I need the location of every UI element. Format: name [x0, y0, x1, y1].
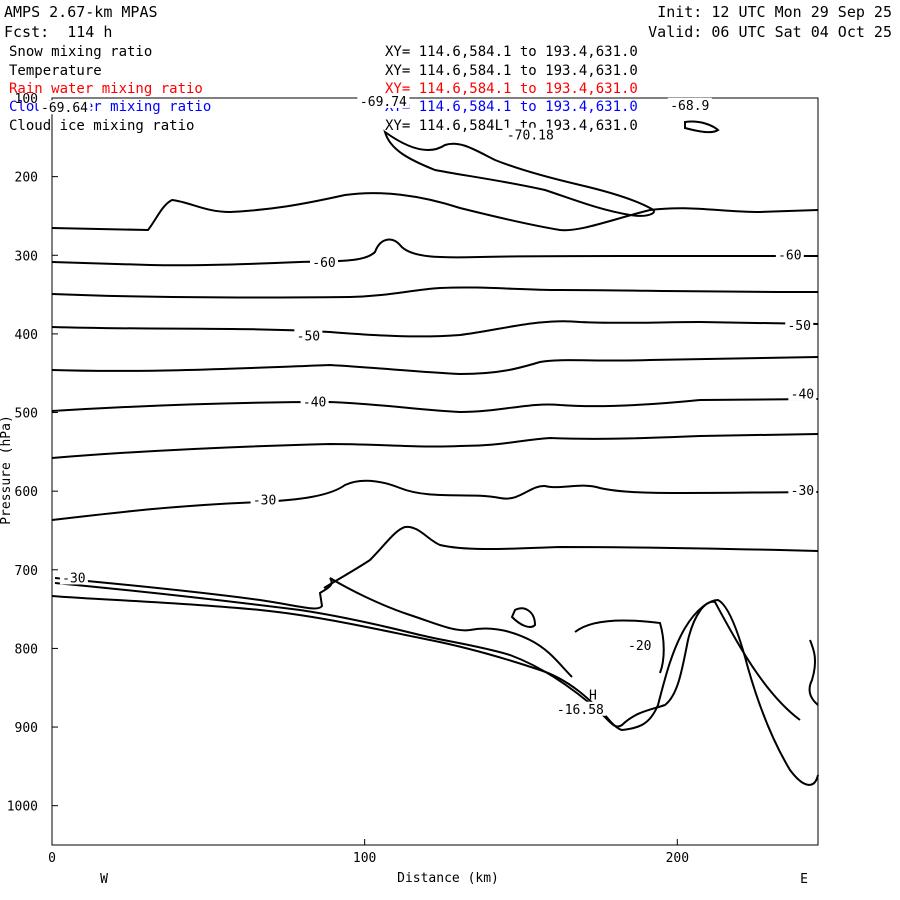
contour-label: -50 [787, 319, 810, 334]
contour-label-bg [785, 318, 814, 333]
contour-label: -69.74 [360, 95, 407, 110]
x-axis-label: Distance (km) [397, 871, 499, 886]
contour-minus-35 [51, 433, 819, 459]
y-axis-label: Pressure (hPa) [0, 415, 14, 525]
contour-label-bg [250, 492, 279, 507]
field-xy: XY= 114.6,584.1 to 193.4,631.0 [385, 44, 638, 60]
contour-minus-45 [51, 356, 819, 376]
field-name: Cloud ice mixing ratio [9, 118, 195, 134]
contour-minus-55 [51, 286, 819, 299]
field-name: Rain water mixing ratio [9, 81, 203, 97]
contour-minus-18 [808, 639, 819, 706]
contour-tropopause [51, 192, 819, 232]
contour-minus-60 [51, 238, 818, 267]
contour-top-right-blob [684, 120, 720, 134]
contour-label: -16.58 [557, 703, 604, 718]
contour-minus-30 [51, 479, 819, 521]
contour-label-bg [775, 247, 804, 262]
contour-label: -60 [312, 256, 335, 271]
contour-closed-small [510, 607, 537, 628]
contour-label-bg [504, 127, 557, 142]
y-tick-label: 400 [15, 328, 38, 343]
field-xy: XY= 114.6,584.1 to 193.4,631.0 [385, 81, 638, 97]
axis-labels: Distance (km) Pressure (hPa) W E [0, 415, 808, 887]
contour-label: -60 [778, 248, 801, 263]
contour-label-bg [300, 394, 329, 409]
y-tick-label: 800 [15, 642, 38, 657]
east-label: E [800, 872, 808, 887]
model-title: AMPS 2.67-km MPAS [4, 3, 158, 21]
contour-label: -30 [253, 494, 276, 509]
x-tick-label: 0 [48, 851, 56, 866]
contour-label-bg [788, 386, 817, 401]
x-tick-label: 200 [666, 851, 689, 866]
contour-surface [51, 595, 819, 786]
contour-label: -40 [791, 387, 814, 402]
contour-minus-40 [51, 398, 819, 414]
field-name: Temperature [9, 63, 102, 79]
contour-label-bg [310, 255, 339, 270]
contour-terrain-middle [54, 582, 801, 728]
contour-minus-20 [574, 619, 665, 674]
y-tick-label: 600 [15, 485, 38, 500]
init-time: Init: 12 UTC Mon 29 Sep 25 [657, 3, 892, 21]
contour-label: -68.9 [670, 99, 709, 114]
high-marker: H [589, 689, 597, 704]
y-tick-label: 100 [15, 92, 38, 107]
contour-label: -40 [303, 395, 326, 410]
contour-labels: -70.18 -68.9 -69.74 -69.64 -60 -60 -50 -50 -40 -4… [38, 93, 817, 718]
contour-terrain-upper [54, 577, 573, 678]
contour-label: -50 [297, 329, 320, 344]
contour-label-bg [554, 701, 607, 716]
contour-label-bg [788, 483, 817, 498]
axis-ticks: 100 200 300 400 500 600 700 800 900 1000 0 100 200 [7, 92, 689, 866]
contour-label-bg [625, 638, 654, 653]
field-name: Snow mixing ratio [9, 44, 153, 60]
field-xy: XY= 114.6,584.1 to 193.4,631.0 [385, 63, 638, 79]
contour-label: -30 [791, 484, 814, 499]
contour-label: -30 [62, 571, 85, 586]
west-label: W [100, 872, 108, 887]
y-tick-label: 1000 [7, 800, 38, 815]
contour-label-bg [294, 328, 323, 343]
valid-time: Valid: 06 UTC Sat 04 Oct 25 [648, 23, 892, 41]
y-tick-label: 200 [15, 171, 38, 186]
y-tick-label: 900 [15, 721, 38, 736]
contour-label: -69.64 [41, 101, 88, 116]
field-xy: XY= 114.6,584L1 to 193.4,631.0 [385, 118, 638, 134]
contour-label: -70.18 [507, 129, 554, 144]
contour-label-bg [59, 570, 88, 585]
contour-top-cloud [383, 129, 655, 217]
contour-minus-25 [323, 525, 819, 589]
plot-frame [51, 97, 819, 846]
temperature-contours [51, 120, 819, 786]
contour-label-bg [357, 93, 410, 108]
y-tick-label: 300 [15, 249, 38, 264]
contour-label-bg [38, 100, 91, 115]
x-tick-label: 100 [353, 851, 376, 866]
forecast-hour: Fcst: 114 h [4, 23, 113, 41]
contour-label: -20 [628, 639, 651, 654]
y-tick-label: 500 [15, 407, 38, 422]
contour-minus-50 [51, 320, 819, 338]
contour-label-bg [667, 97, 712, 112]
y-tick-label: 700 [15, 564, 38, 579]
